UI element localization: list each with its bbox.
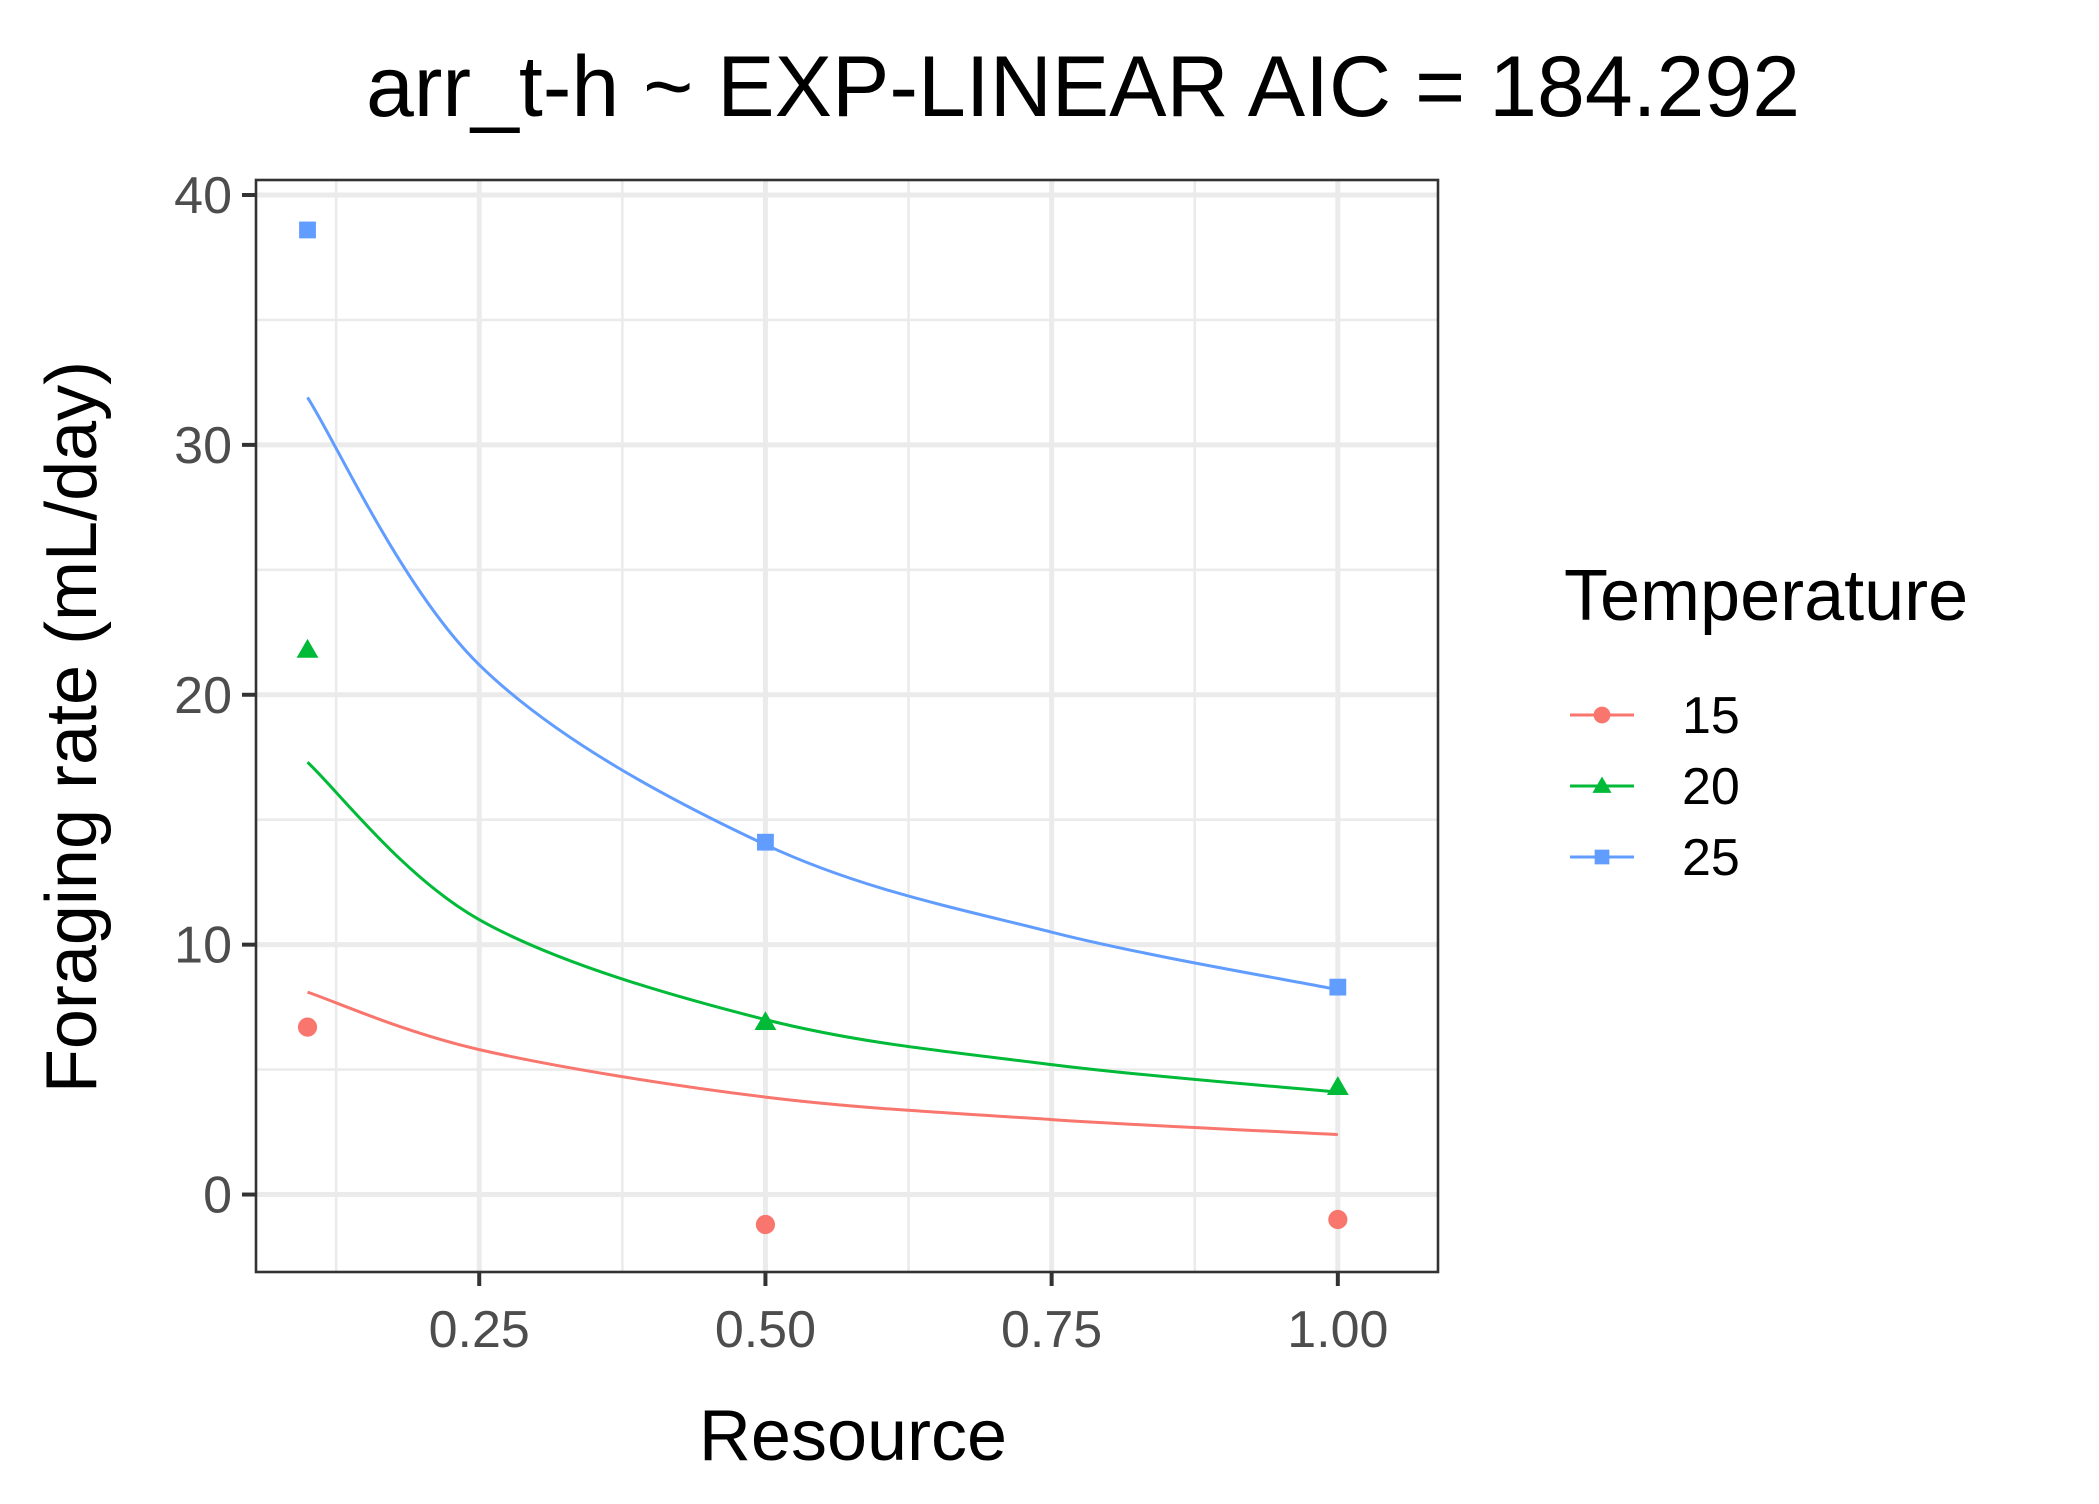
x-tick-label: 0.25 xyxy=(429,1301,530,1359)
data-point-20 xyxy=(1326,1076,1349,1096)
data-point-20 xyxy=(296,638,319,658)
y-tick-label: 10 xyxy=(174,917,232,975)
y-tick-label: 0 xyxy=(203,1167,232,1225)
data-point-15 xyxy=(755,1214,776,1235)
legend-items: 15 20 25 xyxy=(1570,687,1740,887)
series-15 xyxy=(297,990,1348,1235)
data-point-25 xyxy=(757,833,774,851)
series-layer xyxy=(296,221,1349,1235)
data-point-20 xyxy=(754,1011,777,1031)
grid xyxy=(256,180,1438,1272)
axes: 0.25 0.50 0.75 1.00 0 10 20 30 40 xyxy=(174,167,1388,1359)
data-point-25 xyxy=(1329,978,1347,996)
legend-label: 15 xyxy=(1682,687,1740,745)
fit-line-15 xyxy=(307,990,1338,1137)
x-axis-title: Resource xyxy=(699,1396,1007,1476)
legend-item-25: 25 xyxy=(1570,829,1740,887)
legend-item-15: 15 xyxy=(1570,687,1740,745)
y-tick-label: 40 xyxy=(174,167,232,225)
series-20 xyxy=(296,638,1349,1096)
panel-border xyxy=(254,178,1440,1274)
legend-item-20: 20 xyxy=(1570,758,1740,816)
legend-title: Temperature xyxy=(1564,556,1968,636)
y-tick-label: 30 xyxy=(174,417,232,475)
chart-title: arr_t-h ~ EXP-LINEAR AIC = 184.292 xyxy=(366,39,1800,135)
x-tick-label: 0.50 xyxy=(715,1301,816,1359)
legend-key-marker xyxy=(1594,849,1610,865)
x-tick-label: 0.75 xyxy=(1001,1301,1102,1359)
legend-key-marker xyxy=(1592,776,1612,793)
series-25 xyxy=(299,221,1347,996)
legend-key-marker xyxy=(1593,706,1611,724)
legend: Temperature 15 20 25 xyxy=(1564,556,1968,887)
data-point-15 xyxy=(297,1017,318,1037)
y-tick-label: 20 xyxy=(174,667,232,725)
y-axis-title: Foraging rate (mL/day) xyxy=(32,361,112,1093)
x-tick-label: 1.00 xyxy=(1287,1301,1388,1359)
data-point-25 xyxy=(299,221,316,239)
legend-label: 20 xyxy=(1682,758,1740,816)
legend-label: 25 xyxy=(1682,829,1740,887)
data-point-15 xyxy=(1328,1209,1348,1230)
